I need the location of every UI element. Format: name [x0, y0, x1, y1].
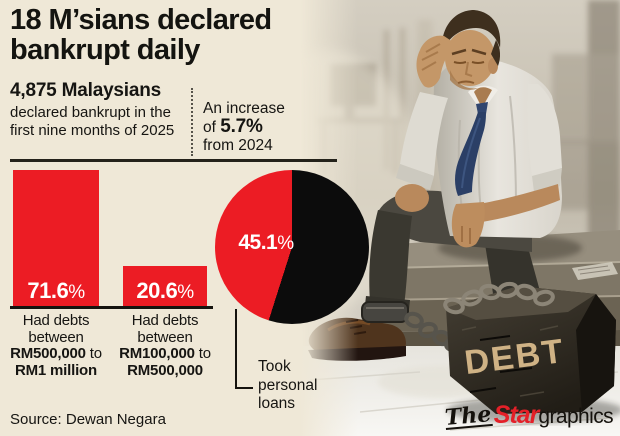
increase-line-3: from 2024 [203, 137, 273, 154]
bar-caption-1: Had debts between RM500,000 to RM1 milli… [10, 312, 102, 379]
bar-axis-line [10, 306, 213, 309]
ear [488, 58, 498, 74]
rock-chain [443, 281, 555, 315]
bar-debts-100k-500k: 20.6% [123, 266, 207, 306]
brows [451, 48, 487, 56]
increase-line-1: An increase [203, 100, 285, 117]
right-sleeve [527, 84, 562, 176]
closed-eyes [453, 61, 485, 64]
bar-value-label: 20.6% [136, 278, 194, 303]
source-note: Source: Dewan Negara [10, 411, 166, 428]
sad-mouth [457, 80, 475, 84]
intro-block: 4,875 Malaysians declared bankrupt in th… [10, 80, 190, 139]
sad-man-illustration: DEBT [300, 0, 620, 436]
left-shin [369, 210, 412, 306]
logo-graphics: graphics [538, 405, 613, 428]
nose [464, 61, 473, 77]
hand-on-temple [416, 35, 456, 88]
pie-value-label: 45.1% [238, 231, 294, 254]
increase-prefix: of [203, 119, 221, 136]
right-forearm [478, 184, 560, 222]
dotted-divider [191, 88, 193, 156]
rock-cracks [469, 335, 533, 393]
bar-debts-500k-1m: 71.6% [13, 170, 99, 306]
debt-rock: DEBT [443, 281, 620, 423]
elbow [395, 184, 429, 212]
head [445, 30, 495, 86]
intro-headline: 4,875 Malaysians [10, 80, 162, 101]
pie-chart: 45.1% [215, 170, 369, 324]
increase-value: 5.7% [220, 116, 263, 137]
pie-leader-line [235, 387, 253, 389]
thestar-graphics-logo: The Star graphics [444, 401, 613, 432]
dangling-hand [451, 202, 485, 248]
bar-value-label: 71.6% [27, 278, 85, 303]
hair [441, 10, 501, 52]
left-sleeve [400, 92, 448, 176]
title-line-2: bankrupt daily [10, 34, 200, 66]
title-line-1: 18 M’sians declared [10, 4, 272, 36]
tie-knot [476, 102, 488, 114]
logo-the: The [444, 401, 494, 432]
page-title: 18 M’sians declared bankrupt daily [10, 5, 272, 65]
pie-caption: Took personal loans [258, 358, 318, 412]
pie-leader-line [235, 309, 237, 389]
logo-star: Star [493, 401, 540, 429]
header-rule [10, 159, 337, 162]
intro-body: declared bankrupt in the first nine mont… [10, 104, 175, 139]
increase-block: An increase of 5.7% from 2024 [203, 100, 313, 155]
bar-caption-2: Had debts between RM100,000 to RM500,000 [119, 312, 211, 379]
ankle-shackle [361, 301, 409, 323]
